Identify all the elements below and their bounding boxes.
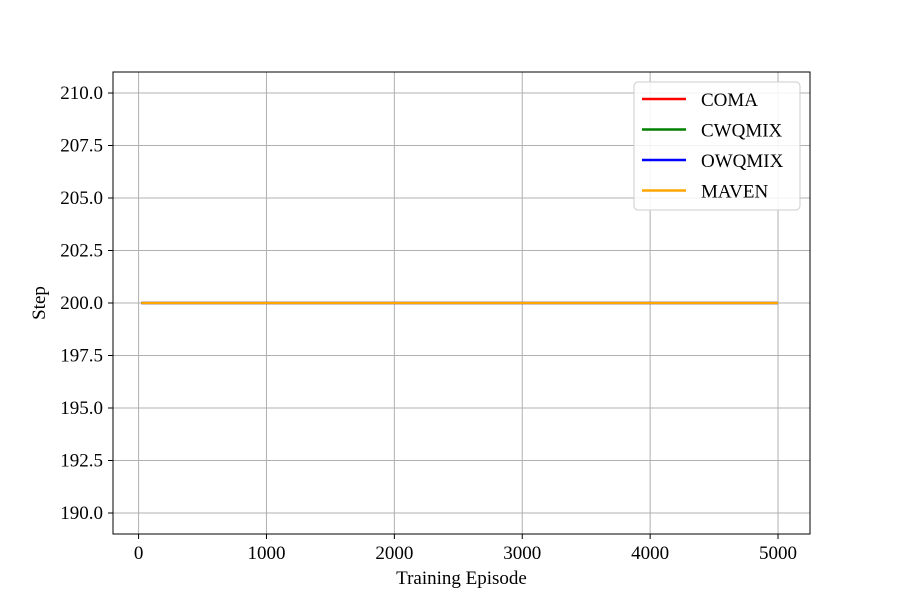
legend-label-owqmix: OWQMIX [701,151,784,172]
x-tick-label: 1000 [247,543,285,564]
x-tick-label: 0 [134,543,144,564]
legend: COMA CWQMIX OWQMIX MAVEN [633,81,801,211]
x-tick-label: 4000 [631,543,669,564]
y-tick-label: 207.5 [60,136,103,157]
y-tick-label: 202.5 [60,241,103,262]
legend-label-coma: COMA [701,90,758,111]
x-axis-ticks: 0 1000 2000 3000 4000 5000 [134,534,797,564]
legend-label-cwqmix: CWQMIX [701,121,783,142]
y-tick-label: 190.0 [60,503,103,524]
y-tick-label: 210.0 [60,83,103,104]
y-axis-label: Step [29,286,50,320]
y-tick-label: 197.5 [60,346,103,367]
x-tick-label: 3000 [503,543,541,564]
y-tick-label: 200.0 [60,293,103,314]
x-axis-label: Training Episode [396,568,527,589]
x-tick-label: 2000 [375,543,413,564]
legend-box [633,81,801,211]
y-tick-label: 192.5 [60,451,103,472]
y-axis-ticks: 190.0 192.5 195.0 197.5 200.0 202.5 205.0 207.5… [60,83,113,524]
y-tick-label: 195.0 [60,398,103,419]
legend-label-maven: MAVEN [701,182,768,203]
x-tick-label: 5000 [759,543,797,564]
y-tick-label: 205.0 [60,188,103,209]
